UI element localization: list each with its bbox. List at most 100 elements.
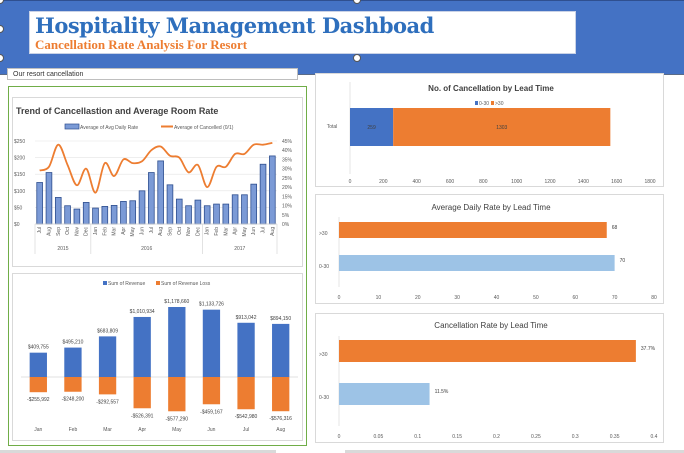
x-tick: 1200: [544, 179, 555, 185]
bar-revenue-loss: [272, 377, 290, 412]
cancel-rate-chart[interactable]: Cancellation Rate by Lead Time 37.7% >30 11…: [315, 313, 664, 443]
y-tick-right: 30%: [282, 167, 293, 173]
legend-label: >30: [495, 101, 504, 107]
x-tick: 1800: [644, 179, 655, 185]
x-tick: Dec: [195, 227, 201, 236]
x-tick: 1600: [611, 179, 622, 185]
data-label-loss: -$459,167: [200, 409, 223, 415]
y-tick-left: $0: [14, 222, 20, 228]
bar-avg-daily-rate: [231, 194, 239, 225]
legend-label: 0-30: [479, 101, 489, 107]
bar-avg-daily-rate: [203, 205, 211, 225]
x-tick: 50: [533, 295, 539, 301]
y-tick: 0-30: [319, 395, 329, 401]
year-label: 2016: [141, 246, 152, 252]
resize-handle[interactable]: [353, 54, 361, 62]
x-tick: Oct: [177, 226, 183, 234]
bar-revenue-loss: [29, 377, 47, 393]
x-tick: Apr: [233, 227, 239, 235]
bar-avg-daily-rate: [250, 183, 258, 225]
x-tick: Jul: [243, 427, 249, 433]
x-tick: 0.2: [493, 434, 500, 440]
y-tick-right: 15%: [282, 194, 293, 200]
y-tick-left: $150: [14, 172, 25, 178]
x-tick: 0.15: [452, 434, 462, 440]
x-tick: 70: [612, 295, 618, 301]
legend-label: Average of Cancelled (0/1): [174, 125, 234, 131]
revenue-chart-svg: Sum of Revenue Sum of Revenue Loss $409,75…: [21, 281, 298, 433]
y-tick-right: 20%: [282, 185, 293, 191]
data-label-revenue: $1,178,660: [164, 299, 189, 305]
resort-cancellation-label[interactable]: Our resort cancellation: [7, 68, 298, 80]
y-tick: Total: [327, 124, 338, 130]
data-label-revenue: $894,150: [270, 316, 291, 322]
data-label-revenue: $495,210: [63, 340, 84, 346]
y-tick: >30: [319, 352, 328, 358]
adr-chart[interactable]: Average Daily Rate by Lead Time 68 >30 70 0-…: [315, 194, 664, 304]
x-tick: Jun: [207, 427, 215, 433]
cancel-count-chart-svg: No. of Cancellation by Lead Time 0-30 >30 2…: [327, 82, 656, 185]
bar-revenue-loss: [64, 377, 82, 392]
bar-over-30: [339, 222, 607, 238]
data-label-revenue: $409,755: [28, 345, 49, 351]
bar-avg-daily-rate: [120, 201, 127, 225]
y-tick-right: 45%: [282, 139, 293, 145]
x-tick: 0.3: [572, 434, 579, 440]
data-label: 1303: [496, 125, 507, 131]
data-label: 37.7%: [641, 346, 656, 352]
bar-avg-daily-rate: [213, 203, 220, 225]
bar-avg-daily-rate: [64, 205, 71, 225]
data-label: 11.5%: [435, 389, 449, 395]
bar-revenue: [272, 323, 290, 377]
cancel-count-chart[interactable]: No. of Cancellation by Lead Time 0-30 >30 2…: [315, 73, 664, 187]
y-tick-left: $100: [14, 189, 25, 195]
x-tick: 30: [454, 295, 460, 301]
x-tick: Mar: [112, 227, 118, 236]
legend-label: Sum of Revenue: [108, 281, 145, 287]
chart-title: Trend of Cancellastion and Average Room …: [16, 106, 218, 116]
bar-avg-daily-rate: [148, 172, 155, 225]
bar-avg-daily-rate: [259, 163, 267, 225]
x-tick: 800: [479, 179, 488, 185]
bar-revenue: [168, 307, 186, 377]
x-tick: Sep: [56, 227, 62, 236]
bar-avg-daily-rate: [73, 208, 81, 225]
y-tick-right: 0%: [282, 222, 290, 228]
data-label-revenue: $1,010,934: [130, 309, 155, 315]
x-tick: Aug: [276, 427, 285, 433]
title-box[interactable]: Hospitality Management Dashboad Cancella…: [29, 11, 576, 54]
bar-revenue-loss: [237, 377, 255, 410]
bar-0-30: [339, 255, 615, 271]
y-tick-left: $200: [14, 156, 25, 162]
x-tick: 80: [651, 295, 657, 301]
x-tick: 60: [572, 295, 578, 301]
legend-swatch: [475, 101, 478, 105]
x-tick: Sep: [167, 227, 173, 236]
bar-over-30: [339, 340, 636, 362]
x-tick: 1400: [578, 179, 589, 185]
x-tick: Aug: [270, 227, 276, 236]
y-tick-right: 35%: [282, 157, 293, 163]
dashboard-subtitle: Cancellation Rate Analysis For Resort: [35, 37, 248, 52]
divider: [0, 450, 276, 453]
bar-revenue: [29, 352, 47, 377]
y-tick-right: 25%: [282, 176, 293, 182]
revenue-chart[interactable]: Sum of Revenue Sum of Revenue Loss $409,75…: [12, 273, 303, 441]
x-tick: Nov: [74, 227, 80, 236]
data-label-revenue: $913,042: [236, 315, 257, 321]
x-tick: 1000: [511, 179, 522, 185]
x-tick: Mar: [103, 427, 112, 433]
x-tick: May: [242, 227, 248, 237]
x-tick: 600: [446, 179, 455, 185]
y-tick-left: $50: [14, 205, 23, 211]
dashboard-header: Hospitality Management Dashboad Cancella…: [0, 0, 684, 75]
data-label-loss: -$542,980: [235, 414, 258, 420]
x-tick: Jan: [93, 227, 99, 235]
bar-revenue: [98, 336, 117, 377]
x-tick: Jan: [205, 227, 211, 235]
chart-title: Average Daily Rate by Lead Time: [431, 203, 551, 212]
trend-chart[interactable]: Trend of Cancellastion and Average Room …: [12, 97, 303, 267]
y-tick-left: $250: [14, 139, 25, 145]
year-label: 2015: [57, 246, 68, 252]
bar-avg-daily-rate: [157, 160, 164, 225]
